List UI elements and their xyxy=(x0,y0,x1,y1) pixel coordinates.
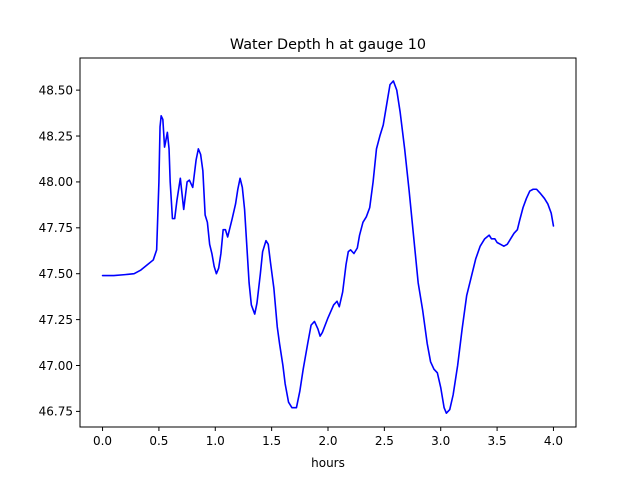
plot-area xyxy=(80,58,576,427)
x-tick-label: 1.0 xyxy=(206,434,225,448)
axes-layer: 0.0 0.5 1.0 1.5 2.0 2.5 3.0 3.5 4.0 46.75 47.00 47.… xyxy=(39,57,577,448)
y-tick-label: 46.75 xyxy=(39,405,73,419)
x-tick-label: 3.5 xyxy=(488,434,507,448)
x-tick-label: 4.0 xyxy=(544,434,563,448)
y-tick-label: 47.00 xyxy=(39,359,73,373)
y-tick-label: 48.25 xyxy=(39,129,73,143)
x-tick-label: 3.0 xyxy=(431,434,450,448)
x-tick-label: 0.5 xyxy=(149,434,168,448)
x-axis-label: hours xyxy=(311,456,345,470)
x-tick-label: 0.0 xyxy=(93,434,112,448)
series-layer xyxy=(101,80,555,415)
series-line-0 xyxy=(101,80,555,415)
plot-background xyxy=(80,58,576,427)
chart-title: Water Depth h at gauge 10 xyxy=(230,37,426,53)
y-tick-label: 48.00 xyxy=(39,175,73,189)
y-tick-label: 47.75 xyxy=(39,221,73,235)
y-tick-label: 48.50 xyxy=(39,83,73,97)
x-tick-label: 2.5 xyxy=(375,434,394,448)
x-tick-label: 2.0 xyxy=(318,434,337,448)
x-tick-label: 1.5 xyxy=(262,434,281,448)
y-tick-label: 47.50 xyxy=(39,267,73,281)
y-tick-label: 47.25 xyxy=(39,313,73,327)
